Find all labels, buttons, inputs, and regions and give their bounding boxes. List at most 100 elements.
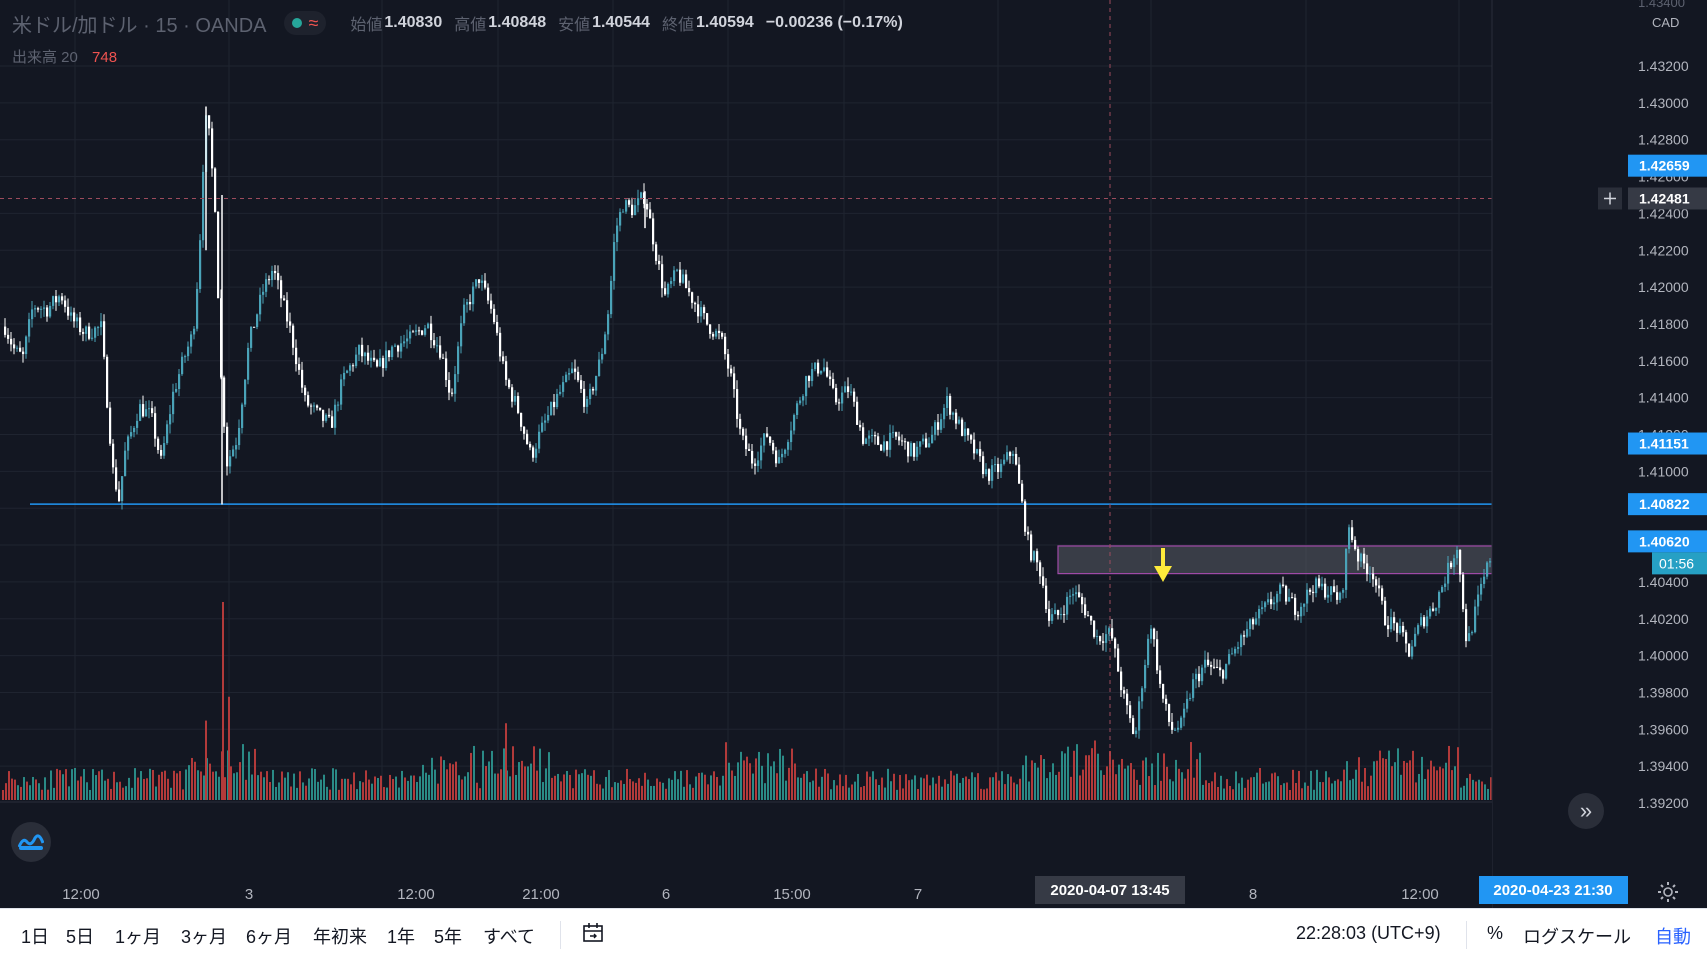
volume-bar bbox=[1436, 770, 1438, 800]
candle-body bbox=[520, 412, 523, 427]
volume-bar bbox=[242, 744, 244, 800]
candle-body bbox=[679, 269, 682, 283]
range-6m-button[interactable]: 6ヶ月 bbox=[246, 927, 293, 947]
candle-body bbox=[1216, 666, 1219, 668]
tradingview-logo-icon[interactable] bbox=[11, 822, 51, 862]
volume-bar bbox=[188, 765, 190, 800]
volume-bar bbox=[389, 774, 391, 800]
volume-bar bbox=[737, 762, 739, 800]
volume-bar bbox=[446, 769, 448, 800]
candle-body bbox=[487, 287, 490, 301]
candle-body bbox=[655, 244, 658, 261]
candle-body bbox=[1303, 603, 1306, 607]
percent-scale-toggle[interactable]: % bbox=[1487, 923, 1504, 943]
candle-body bbox=[352, 365, 355, 367]
candle-body bbox=[1171, 721, 1174, 730]
candle-body bbox=[1474, 606, 1477, 633]
candle-body bbox=[511, 387, 514, 402]
volume-bar bbox=[731, 770, 733, 800]
volume-bar bbox=[320, 779, 322, 800]
range-5d-button[interactable]: 5日 bbox=[66, 927, 95, 947]
volume-bar bbox=[1355, 769, 1357, 800]
candle-body bbox=[223, 377, 226, 427]
volume-bar bbox=[1265, 782, 1267, 800]
range-1m-button[interactable]: 1ヶ月 bbox=[115, 927, 162, 947]
range-3m-button[interactable]: 3ヶ月 bbox=[181, 927, 228, 947]
volume-bar bbox=[854, 781, 856, 800]
volume-bar bbox=[998, 780, 1000, 800]
volume-bar bbox=[35, 779, 37, 800]
candle-body bbox=[1489, 561, 1492, 563]
volume-bar bbox=[1043, 758, 1045, 800]
candle-body bbox=[1360, 553, 1363, 562]
scroll-to-realtime-icon[interactable]: » bbox=[1568, 793, 1604, 829]
volume-bar bbox=[779, 748, 781, 800]
volume-bar bbox=[1457, 747, 1459, 800]
chart-area[interactable]: 1.43400CAD1.432001.430001.428001.426001.… bbox=[0, 0, 1707, 908]
volume-bar bbox=[1142, 760, 1144, 800]
candle-body bbox=[418, 330, 421, 332]
candle-body bbox=[1102, 641, 1105, 643]
volume-bar bbox=[1103, 774, 1105, 800]
market-status-pill[interactable]: ≈ bbox=[284, 11, 327, 35]
volume-bar bbox=[1409, 760, 1411, 800]
date-range-icon[interactable] bbox=[581, 921, 605, 950]
candle-body bbox=[529, 443, 532, 448]
volume-bar bbox=[1385, 759, 1387, 800]
candle-body bbox=[175, 388, 178, 392]
price-chart[interactable]: 1.43400CAD1.432001.430001.428001.426001.… bbox=[0, 0, 1707, 908]
range-1d-button[interactable]: 1日 bbox=[21, 927, 50, 947]
delayed-data-icon: ≈ bbox=[308, 13, 319, 33]
range-1y-button[interactable]: 1年 bbox=[387, 927, 416, 947]
volume-bar bbox=[1067, 746, 1069, 800]
volume-bar bbox=[1160, 780, 1162, 800]
price-badge-label: 1.41151 bbox=[1639, 436, 1689, 452]
candle-body bbox=[1162, 683, 1165, 699]
range-all-button[interactable]: すべて bbox=[483, 927, 536, 947]
candle-body bbox=[736, 389, 739, 419]
volume-bar bbox=[362, 782, 364, 800]
volume-bar bbox=[222, 602, 224, 800]
volume-bar bbox=[932, 777, 934, 800]
candle-body bbox=[1315, 578, 1318, 594]
candle-body bbox=[277, 273, 280, 281]
candle-body bbox=[505, 361, 508, 380]
volume-value: 748 bbox=[92, 49, 118, 66]
volume-bar bbox=[119, 781, 121, 800]
volume-bar bbox=[1322, 782, 1324, 800]
range-5y-button[interactable]: 5年 bbox=[434, 927, 463, 947]
candle-body bbox=[1339, 592, 1342, 600]
candle-body bbox=[940, 419, 943, 430]
volume-bar bbox=[356, 789, 358, 800]
symbol-title[interactable]: 米ドル/加ドル · 15 · OANDA bbox=[12, 14, 267, 37]
volume-legend[interactable]: 出来高 20 748 bbox=[12, 46, 117, 67]
candle-body bbox=[466, 302, 469, 305]
change-value: −0.00236 (−0.17%) bbox=[765, 14, 903, 31]
candle-body bbox=[454, 374, 457, 394]
volume-bar bbox=[1166, 766, 1168, 800]
volume-bar bbox=[686, 770, 688, 800]
candle-body bbox=[1093, 620, 1096, 637]
volume-bar bbox=[1337, 779, 1339, 800]
volume-bar bbox=[1442, 768, 1444, 800]
clock-timezone[interactable]: 22:28:03 (UTC+9) bbox=[1296, 923, 1441, 943]
candle-body bbox=[130, 432, 133, 437]
candle-body bbox=[181, 356, 184, 375]
range-ytd-button[interactable]: 年初来 bbox=[313, 927, 367, 947]
candle-body bbox=[805, 376, 808, 397]
volume-bar bbox=[548, 752, 550, 800]
candle-body bbox=[925, 438, 928, 448]
volume-bar bbox=[920, 777, 922, 800]
log-scale-toggle[interactable]: ログスケール bbox=[1523, 927, 1631, 947]
candle-body bbox=[799, 400, 802, 404]
auto-scale-toggle[interactable]: 自動 bbox=[1655, 927, 1691, 947]
volume-bar bbox=[1331, 783, 1333, 800]
volume-bar bbox=[205, 720, 207, 800]
candle-body bbox=[85, 326, 88, 334]
volume-bar bbox=[770, 766, 772, 800]
volume-bar bbox=[1325, 771, 1327, 800]
candle-body bbox=[217, 211, 220, 299]
gear-icon[interactable] bbox=[1654, 878, 1682, 906]
volume-bar bbox=[1466, 778, 1468, 800]
candle-body bbox=[1000, 463, 1003, 473]
